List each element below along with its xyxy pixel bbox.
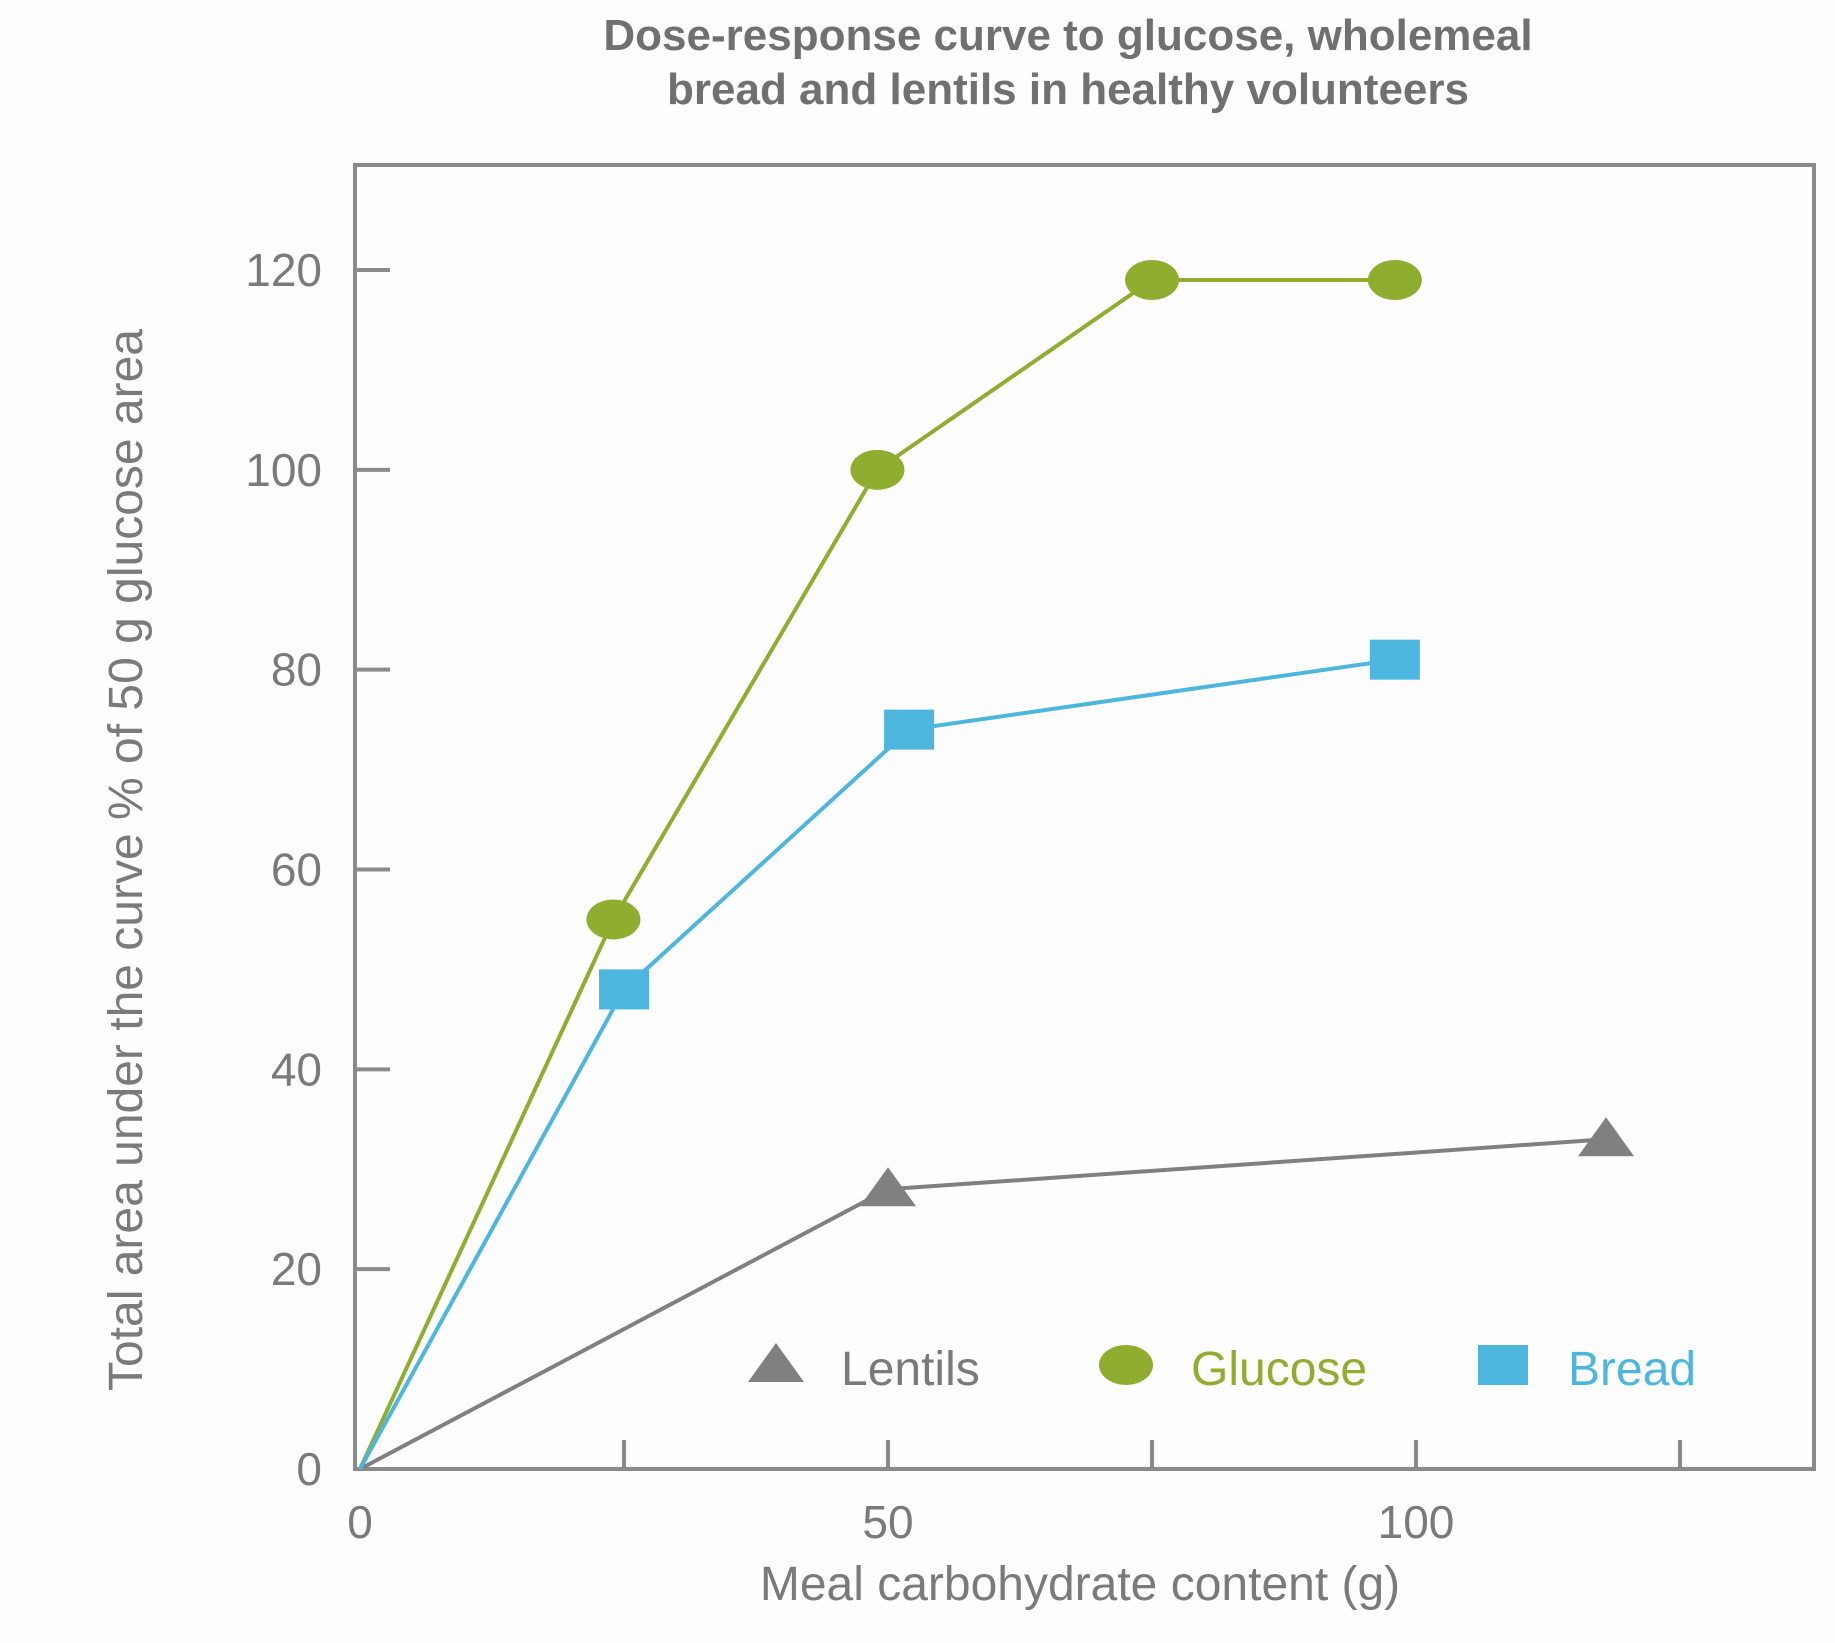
y-tick-label: 120	[245, 244, 322, 296]
y-tick-label: 100	[245, 444, 322, 496]
bread-line	[358, 657, 1396, 1470]
bread-point	[1369, 639, 1420, 680]
glucose-point	[1367, 259, 1422, 300]
glucose-point	[1125, 259, 1179, 300]
y-tick-label: 40	[271, 1043, 322, 1095]
legend-bread-label: Bread	[1568, 1343, 1696, 1396]
chart-title-line-2: bread and lentils in healthy volunteers	[667, 65, 1469, 114]
y-tick-label: 80	[271, 644, 322, 696]
legend-lentils-label: Lentils	[841, 1343, 980, 1396]
y-tick-label: 20	[271, 1243, 322, 1295]
legend-bread-marker	[1478, 1345, 1528, 1385]
x-tick-label: 0	[347, 1496, 373, 1548]
x-tick-label: 100	[1378, 1496, 1455, 1548]
lentils-point	[1578, 1117, 1635, 1157]
y-tick-label: 0	[296, 1443, 322, 1495]
legend-glucose-label: Glucose	[1191, 1343, 1367, 1396]
lentils-point	[860, 1167, 916, 1207]
bread-point	[599, 969, 649, 1010]
y-axis-label: Total area under the curve % of 50 g glu…	[100, 329, 153, 1391]
x-axis-label: Meal carbohydrate content (g)	[760, 1558, 1400, 1611]
legend-lentils-marker	[748, 1343, 804, 1382]
lentils-line	[359, 1137, 1607, 1471]
y-tick-label: 60	[271, 844, 322, 896]
x-tick-label: 50	[862, 1496, 913, 1548]
plot-frame	[353, 163, 1816, 1471]
glucose-point	[586, 899, 641, 940]
legend-glucose-marker	[1099, 1345, 1153, 1385]
bread-point	[884, 709, 935, 750]
chart-title-line-1: Dose-response curve to glucose, wholemea…	[603, 11, 1532, 60]
glucose-point	[850, 449, 905, 490]
